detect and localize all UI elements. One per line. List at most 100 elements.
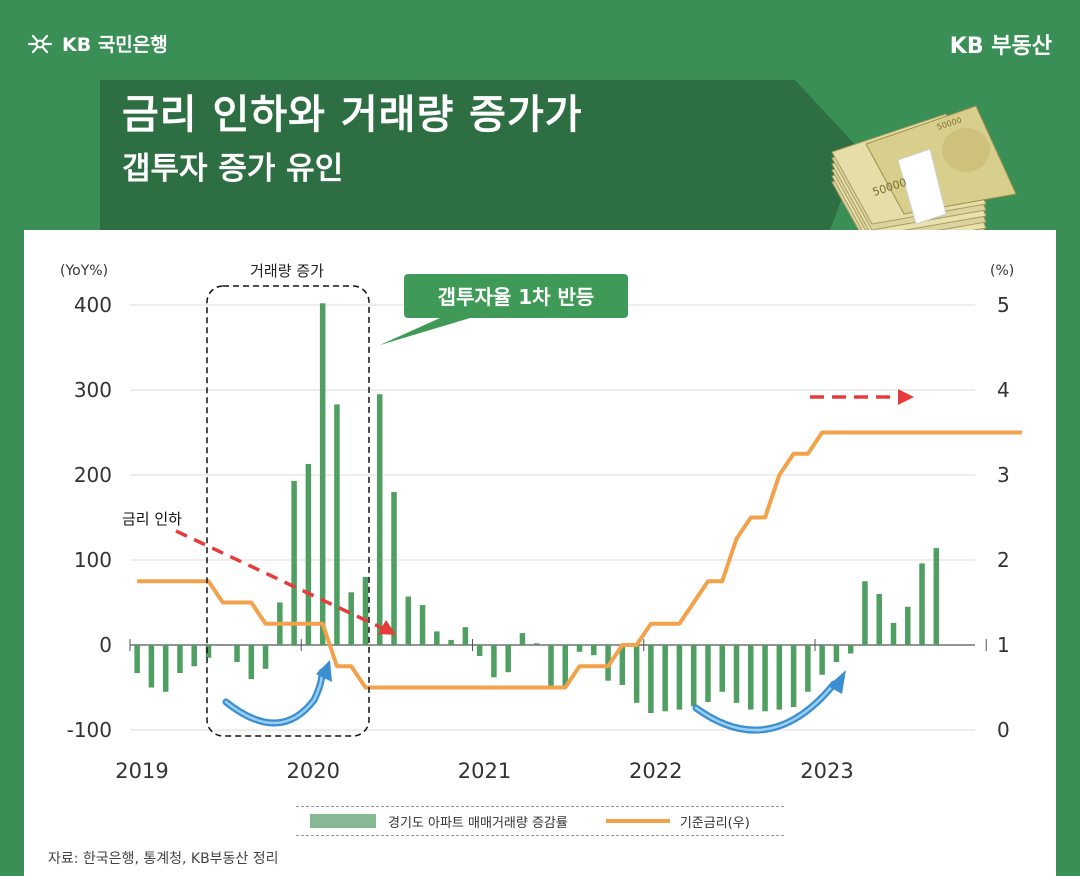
data-bar (919, 563, 925, 645)
data-bar (162, 645, 169, 692)
data-bar (248, 645, 255, 679)
data-bar (690, 645, 697, 707)
data-bar (405, 596, 412, 645)
right-tick-label: 5 (997, 293, 1010, 317)
right-tick-label: 3 (997, 463, 1010, 487)
x-tick-label: 2022 (629, 759, 682, 783)
data-bar (905, 606, 911, 645)
page-subtitle: 갭투자 증가 유인 (122, 151, 344, 187)
right-tick-label: 4 (997, 378, 1010, 402)
x-tick-label: 2021 (458, 759, 511, 783)
data-bar (790, 645, 797, 708)
data-bar (862, 581, 868, 645)
data-bar (633, 645, 640, 703)
title-band-shape (100, 80, 860, 230)
data-bar (662, 645, 668, 712)
right-axis-unit: (%) (990, 263, 1014, 279)
data-bar (562, 645, 569, 688)
data-bar (719, 645, 725, 692)
data-bar (876, 594, 882, 645)
data-bar (476, 645, 483, 657)
left-tick-label: 200 (74, 463, 112, 487)
left-axis-unit: (YoY%) (60, 263, 108, 279)
data-bar (419, 605, 426, 645)
data-bar (819, 645, 825, 675)
data-bar (847, 645, 854, 654)
data-bar (305, 463, 312, 645)
data-bar (134, 645, 140, 674)
legend-bar-swatch (310, 814, 376, 828)
data-bar (519, 633, 526, 645)
data-bar (391, 492, 397, 645)
data-bar (619, 645, 626, 685)
data-bar (733, 645, 740, 703)
data-bar (648, 645, 654, 713)
data-bar (291, 480, 297, 645)
x-tick-label: 2019 (115, 759, 168, 783)
data-bar (348, 592, 354, 645)
brand-left-text: KB 국민은행 (62, 34, 168, 56)
brand-right-text: KB 부동산 (949, 34, 1052, 59)
kb-star-icon (27, 34, 53, 53)
data-bar (591, 645, 597, 656)
data-bar (576, 645, 583, 652)
chart-legend: 경기도 아파트 매매거래량 증감률 기준금리(우) (296, 806, 784, 836)
rate-line (137, 430, 1022, 690)
data-bar (705, 645, 711, 702)
volume-increase-box (206, 285, 370, 737)
data-bar (933, 548, 940, 645)
legend-bar-label: 경기도 아파트 매매거래량 증감률 (388, 815, 568, 831)
data-bar (748, 645, 754, 710)
curved-arrow-icon (692, 670, 846, 734)
callout-box (404, 274, 628, 318)
data-bar (362, 577, 369, 645)
data-bar (805, 645, 811, 692)
rate-cut-label: 금리 인하 (122, 510, 182, 528)
data-bar (462, 627, 469, 645)
source-note: 자료: 한국은행, 통계청, KB부동산 정리 (48, 851, 279, 867)
data-bar (833, 645, 840, 662)
rate-cut-arrow (175, 529, 396, 635)
callout-text: 갭투자율 1차 반등 (438, 285, 595, 309)
data-bar (234, 645, 240, 662)
data-bar (890, 622, 897, 645)
data-bar (434, 631, 440, 645)
data-bar (548, 645, 554, 688)
left-tick-label: 100 (74, 548, 112, 572)
data-bar (776, 645, 783, 710)
data-bar (533, 643, 540, 645)
callout-pointer (380, 318, 470, 345)
money-stack-icon: 50000 50000 (831, 105, 1017, 254)
data-bar (376, 394, 383, 645)
kb-bank-logo: KB 국민은행 (26, 30, 168, 57)
legend-line-label: 기준금리(우) (679, 815, 750, 831)
chart-panel (24, 230, 1056, 876)
x-tick-label: 2023 (800, 759, 853, 783)
volume-box-label: 거래량 증가 (250, 262, 324, 280)
right-tick-label: 2 (997, 548, 1010, 572)
left-tick-label: 0 (99, 633, 112, 657)
data-bar (319, 303, 326, 645)
data-bar (148, 645, 155, 688)
page-title: 금리 인하와 거래량 증가가 (122, 92, 583, 138)
data-bar (491, 645, 497, 678)
header-band: KB 국민은행 KB 부동산 금리 인하와 거래량 증가가 갭투자 증가 유인 … (0, 0, 1080, 254)
left-tick-label: -100 (67, 718, 112, 742)
data-bar (676, 645, 683, 710)
data-bar (762, 645, 768, 712)
data-bar (191, 645, 197, 667)
data-bar (505, 645, 511, 673)
left-tick-label: 300 (74, 378, 112, 402)
legend-line-swatch (605, 819, 670, 823)
right-tick-label: 1 (997, 633, 1010, 657)
curved-arrow-icon (222, 660, 332, 727)
data-bar (262, 645, 269, 669)
data-bar (448, 639, 454, 645)
right-tick-label: 0 (997, 718, 1010, 742)
data-bar (205, 645, 212, 658)
data-bar (334, 404, 340, 645)
x-tick-label: 2020 (287, 759, 340, 783)
data-bar (177, 645, 183, 674)
left-tick-label: 400 (74, 293, 112, 317)
